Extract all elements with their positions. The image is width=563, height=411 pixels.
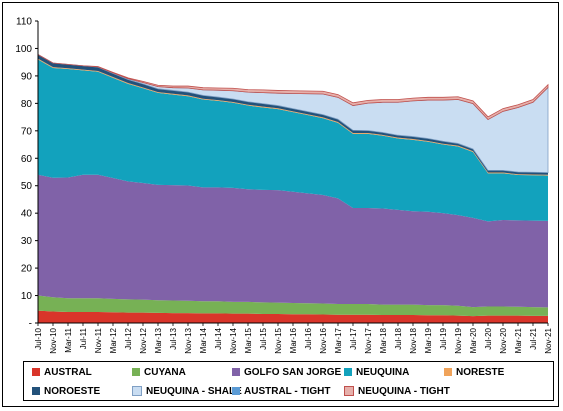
area-neuquina-tight [37, 54, 549, 121]
x-tick-label: Mar-18 [379, 327, 388, 353]
x-tick-label: Nov-16 [319, 327, 328, 353]
x-tick-label: Mar-19 [424, 327, 433, 353]
legend: AUSTRAL CUYANA GOLFO SAN JORGE NEUQUINA NORE… [23, 361, 554, 401]
x-tick-label: Jul-16 [304, 327, 313, 349]
y-tick-label: - [29, 319, 32, 330]
x-tick-label: Nov-12 [139, 327, 148, 353]
legend-swatch [344, 386, 354, 396]
x-tick-label: Jul-17 [349, 327, 358, 349]
legend-item-austral: AUSTRAL [32, 364, 92, 380]
legend-item-cuyana: CUYANA [132, 364, 186, 380]
legend-item-neuquina: NEUQUINA [344, 364, 409, 380]
area-neuquina [38, 59, 548, 222]
x-tick-label: Nov-20 [499, 327, 508, 353]
stacked-area-chart: - 10 20 30 40 50 60 70 80 90 100 110 Jul-10 Nov-10 Ma… [15, 17, 553, 354]
x-tick-label: Nov-18 [409, 327, 418, 353]
legend-swatch [232, 368, 240, 376]
x-tick-label: Jul-21 [529, 327, 538, 349]
x-tick-label: Nov-19 [454, 327, 463, 353]
x-tick-label: Jul-18 [394, 327, 403, 349]
x-tick-label: Mar-17 [334, 327, 343, 353]
legend-label: GOLFO SAN JORGE [244, 366, 342, 378]
x-tick-label: Mar-20 [469, 327, 478, 353]
x-tick-label: Nov-15 [274, 327, 283, 353]
y-tick-label: 40 [21, 209, 33, 220]
area-cuyana [38, 295, 548, 317]
legend-item-austral-tight: AUSTRAL - TIGHT [232, 383, 330, 399]
y-tick-label: 110 [16, 17, 32, 28]
legend-swatch [232, 387, 240, 395]
legend-swatch [32, 368, 40, 376]
y-tick-label: 30 [21, 236, 33, 247]
x-tick-label: Mar-21 [514, 327, 523, 353]
x-tick-label: Jul-15 [259, 327, 268, 349]
y-tick-label: 50 [21, 181, 33, 192]
y-tick-label: 100 [15, 44, 32, 55]
area-golfo-san-jorge [38, 174, 548, 308]
x-tick-label: Nov-13 [184, 327, 193, 353]
x-tick-label: Jul-19 [439, 327, 448, 349]
y-axis-ticks: - 10 20 30 40 50 60 70 80 90 100 110 [15, 17, 38, 330]
x-tick-label: Jul-11 [79, 327, 88, 349]
y-tick-label: 10 [21, 291, 33, 302]
chart-frame: - 10 20 30 40 50 60 70 80 90 100 110 Jul-10 Nov-10 Ma… [2, 2, 559, 407]
area-noreste [38, 58, 548, 176]
legend-label: NEUQUINA - SHALE [146, 385, 242, 397]
x-tick-label: Mar-11 [64, 327, 73, 352]
legend-item-neuquina-tight: NEUQUINA - TIGHT [344, 383, 450, 399]
legend-label: AUSTRAL - TIGHT [244, 385, 331, 397]
legend-swatch [132, 368, 140, 376]
y-tick-label: 70 [21, 126, 33, 137]
x-tick-label: Jul-20 [484, 327, 493, 349]
x-tick-label: Nov-14 [229, 327, 238, 353]
x-tick-label: Jul-12 [124, 327, 133, 349]
y-tick-label: 60 [21, 154, 33, 165]
area-austral [38, 310, 548, 323]
x-tick-label: Jul-14 [214, 327, 223, 349]
legend-label: NOROESTE [44, 385, 101, 397]
legend-item-noreste: NORESTE [444, 364, 504, 380]
legend-swatch [32, 387, 40, 395]
x-axis-ticks: Jul-10 Nov-10 Mar-11 Jul-11 Nov-11 Mar-12 Jul-… [34, 323, 553, 354]
series-areas [37, 54, 549, 323]
y-tick-label: 20 [21, 264, 33, 275]
x-tick-label: Mar-15 [244, 327, 253, 353]
legend-swatch [444, 368, 452, 376]
x-tick-label: Nov-11 [94, 327, 103, 353]
legend-item-neuquina-shale: NEUQUINA - SHALE [132, 383, 242, 399]
legend-label: NORESTE [456, 366, 505, 378]
legend-label: CUYANA [144, 366, 186, 378]
x-tick-label: Jul-10 [34, 327, 43, 349]
y-tick-label: 90 [21, 71, 33, 82]
y-tick-label: 80 [21, 99, 33, 110]
x-tick-label: Jul-13 [169, 327, 178, 349]
legend-label: AUSTRAL [44, 366, 92, 378]
x-tick-label: Nov-17 [364, 327, 373, 353]
legend-swatch [132, 386, 142, 396]
legend-label: NEUQUINA [356, 366, 410, 378]
x-tick-label: Nov-10 [49, 327, 58, 353]
x-tick-label: Mar-12 [109, 327, 118, 353]
legend-swatch [344, 368, 352, 376]
legend-label: NEUQUINA - TIGHT [358, 385, 450, 397]
x-tick-label: Mar-16 [289, 327, 298, 353]
x-tick-label: Mar-14 [199, 327, 208, 353]
x-tick-label: Mar-13 [154, 327, 163, 353]
legend-item-noroeste: NOROESTE [32, 383, 100, 399]
x-tick-label: Nov-21 [544, 327, 553, 353]
legend-item-golfo-san-jorge: GOLFO SAN JORGE [232, 364, 341, 380]
